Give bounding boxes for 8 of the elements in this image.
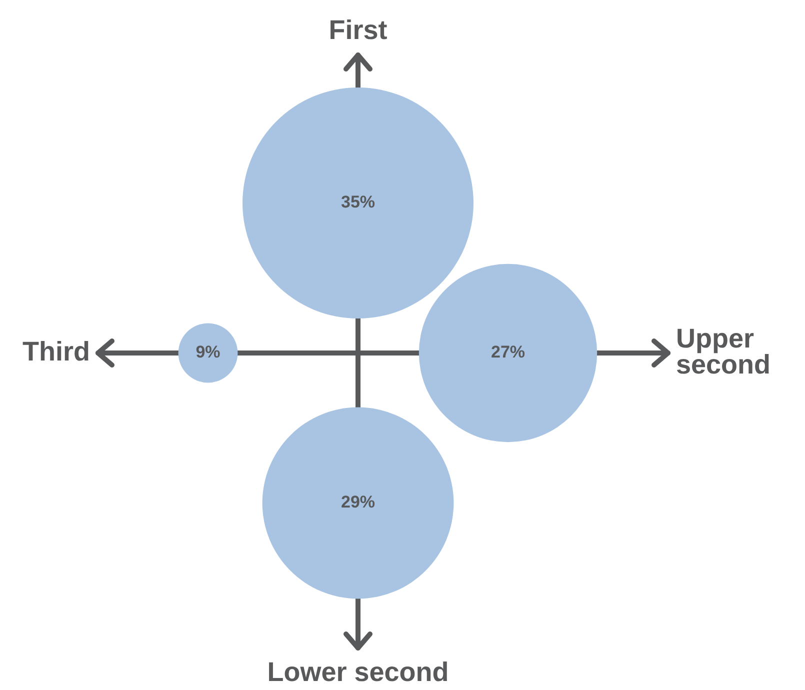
category-label: Lower second (267, 656, 449, 687)
category-label: Upper second (676, 323, 771, 380)
data-label: 9% (196, 342, 220, 362)
data-label: 27% (490, 342, 526, 362)
category-label: First (328, 14, 388, 45)
data-label: 29% (340, 492, 376, 512)
category-label: Third (22, 336, 90, 366)
data-label: 35% (340, 192, 376, 212)
